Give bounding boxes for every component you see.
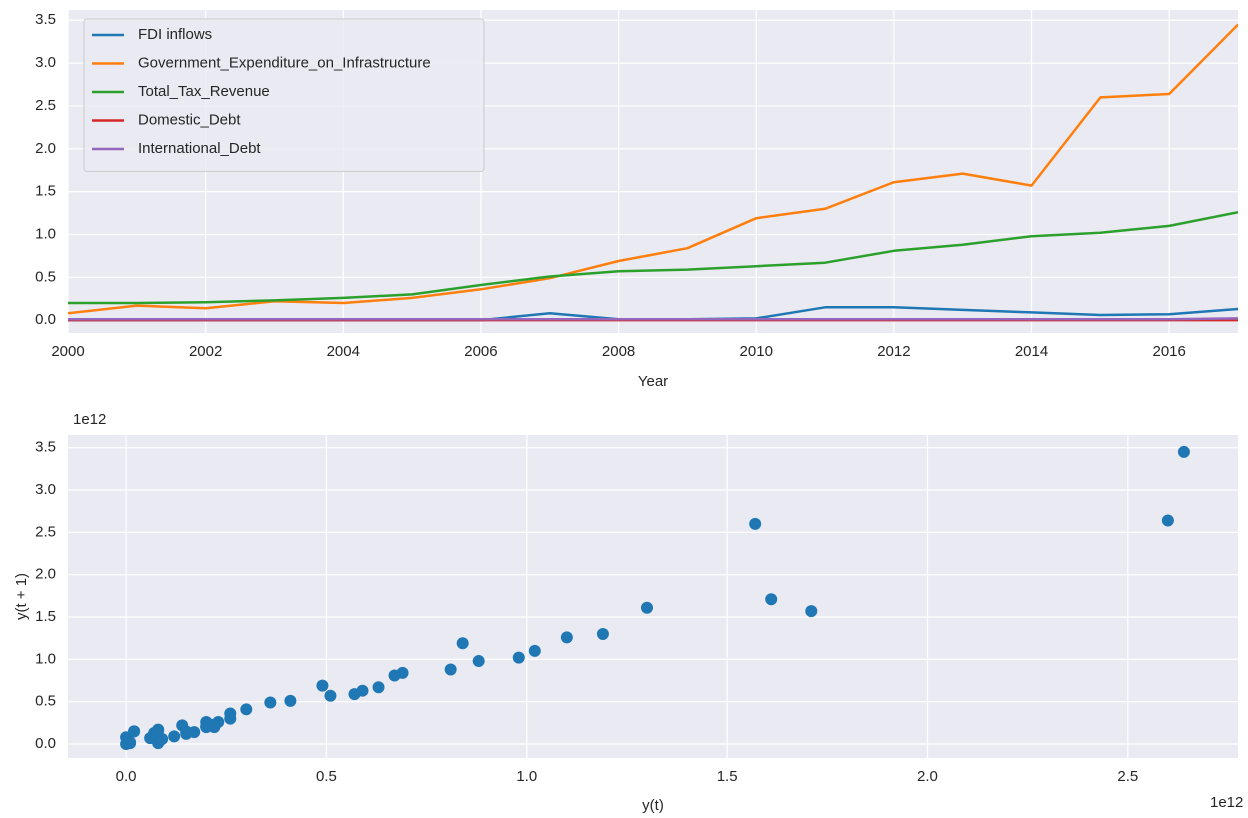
x-tick-label: 0.0 [116,768,137,785]
scatter-point [224,712,237,725]
x-tick-label: 2014 [1015,343,1048,360]
scatter-point [805,605,818,618]
x-axis-label: y(t) [642,797,664,814]
scatter-point [640,601,653,614]
scatter-point [444,663,457,676]
y-tick-label: 1.0 [35,650,56,667]
marks [120,445,1190,751]
scatter-point [456,637,469,650]
y-tick-label: 0.5 [35,693,56,710]
scatter-point [1161,514,1174,527]
scatter-point [284,694,297,707]
x-tick-label: 2008 [602,343,635,360]
x-tick-label: 2016 [1152,343,1185,360]
scatter-point [324,689,337,702]
y-tick-label: 1.5 [35,183,56,200]
legend-label: Government_Expenditure_on_Infrastructure [138,54,431,71]
legend-box [83,18,485,172]
scatter-point [264,696,277,709]
y-tick-label: 1.0 [35,225,56,242]
y-offset-label: 1e12 [73,411,106,428]
y-tick-label: 3.5 [35,11,56,28]
marks [68,23,1238,322]
y-tick-label: 3.0 [35,54,56,71]
y-tick-label: 3.5 [35,439,56,456]
scatter-point [240,703,253,716]
series-line [68,317,1238,321]
y-tick-label: 0.0 [35,311,56,328]
plot-area [68,435,1238,758]
y-axis-label: y(t + 1) [13,573,30,620]
y-tick-label: 2.0 [35,140,56,157]
scatter-point [212,716,225,729]
y-tick-label: 3.0 [35,481,56,498]
scatter-point [749,517,762,530]
scatter-point [512,651,525,664]
x-tick-label: 2002 [189,343,222,360]
y-tick-label: 2.5 [35,523,56,540]
x-offset-label: 1e12 [1210,794,1243,811]
x-tick-label: 0.5 [316,768,337,785]
scatter-point [528,644,541,657]
legend-label: FDI inflows [138,26,212,43]
series-line [68,210,1238,305]
y-tick-label: 2.5 [35,97,56,114]
x-tick-label: 1.5 [717,768,738,785]
y-tick-label: 2.0 [35,566,56,583]
x-tick-label: 2006 [464,343,497,360]
scatter-point [372,681,385,694]
series-line [68,23,1238,315]
legend-label: Domestic_Debt [138,111,241,128]
scatter-point [180,727,193,740]
legend-label: International_Debt [138,140,261,157]
scatter-point [356,684,369,697]
scatter-point [765,593,778,606]
scatter-point [596,627,609,640]
x-tick-label: 2010 [740,343,773,360]
x-tick-label: 1.0 [516,768,537,785]
y-tick-label: 0.5 [35,268,56,285]
x-tick-label: 2004 [327,343,360,360]
x-tick-label: 2.5 [1117,768,1138,785]
scatter-point [472,655,485,668]
x-tick-label: 2.0 [917,768,938,785]
x-tick-label: 2000 [51,343,84,360]
scatter-point [1177,445,1190,458]
scatter-point [124,736,137,749]
scatter-point [168,730,181,743]
scatter-point [560,631,573,644]
x-tick-label: 2012 [877,343,910,360]
y-tick-label: 1.5 [35,608,56,625]
scatter-point [128,725,141,738]
legend-label: Total_Tax_Revenue [138,83,270,100]
scatter-point [316,679,329,692]
y-tick-label: 0.0 [35,735,56,752]
x-axis-label: Year [638,373,668,390]
scatter-point [388,669,401,682]
scatter-point [152,724,165,737]
